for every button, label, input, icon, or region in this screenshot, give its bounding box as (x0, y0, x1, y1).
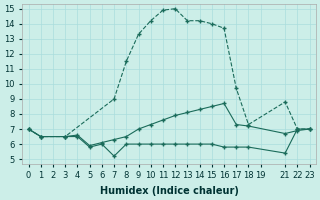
X-axis label: Humidex (Indice chaleur): Humidex (Indice chaleur) (100, 186, 238, 196)
